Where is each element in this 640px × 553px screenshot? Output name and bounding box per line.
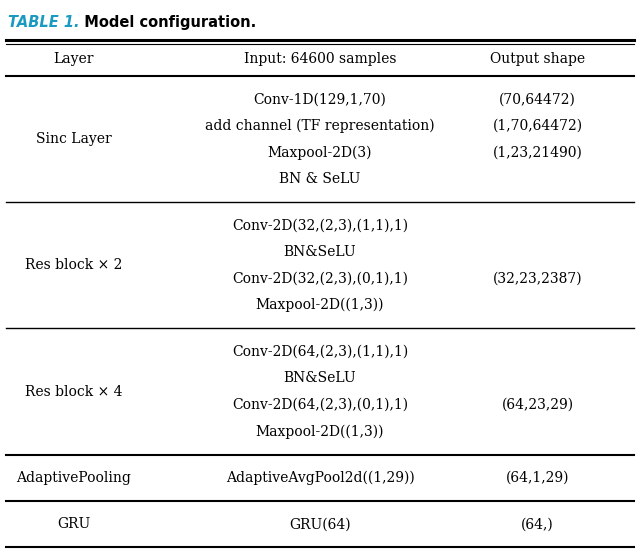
- Text: BN&SeLU: BN&SeLU: [284, 245, 356, 259]
- Text: Res block × 2: Res block × 2: [25, 258, 122, 273]
- Text: Conv-2D(32,(2,3),(1,1),1): Conv-2D(32,(2,3),(1,1),1): [232, 218, 408, 233]
- Text: TABLE 1.: TABLE 1.: [8, 15, 79, 30]
- Text: Maxpool-2D((1,3)): Maxpool-2D((1,3)): [256, 298, 384, 312]
- Text: BN&SeLU: BN&SeLU: [284, 371, 356, 385]
- Text: (64,): (64,): [521, 517, 554, 531]
- Text: Output shape: Output shape: [490, 51, 585, 66]
- Text: BN & SeLU: BN & SeLU: [279, 172, 361, 186]
- Text: AdaptivePooling: AdaptivePooling: [16, 471, 131, 485]
- Text: (1,23,21490): (1,23,21490): [493, 145, 582, 160]
- Text: Conv-2D(64,(2,3),(0,1),1): Conv-2D(64,(2,3),(0,1),1): [232, 398, 408, 412]
- Text: GRU(64): GRU(64): [289, 517, 351, 531]
- Text: AdaptiveAvgPool2d((1,29)): AdaptiveAvgPool2d((1,29)): [226, 471, 414, 485]
- Text: Sinc Layer: Sinc Layer: [36, 132, 111, 147]
- Text: GRU: GRU: [57, 517, 90, 531]
- Text: (70,64472): (70,64472): [499, 92, 576, 107]
- Text: Input: 64600 samples: Input: 64600 samples: [244, 51, 396, 66]
- Text: add channel (TF representation): add channel (TF representation): [205, 119, 435, 133]
- Text: (64,1,29): (64,1,29): [506, 471, 570, 485]
- Text: Maxpool-2D((1,3)): Maxpool-2D((1,3)): [256, 424, 384, 439]
- Text: (64,23,29): (64,23,29): [502, 398, 573, 412]
- Text: Conv-1D(129,1,70): Conv-1D(129,1,70): [253, 92, 387, 107]
- Text: Model configuration.: Model configuration.: [74, 15, 256, 30]
- Text: Maxpool-2D(3): Maxpool-2D(3): [268, 145, 372, 160]
- Text: (1,70,64472): (1,70,64472): [493, 119, 582, 133]
- Text: Layer: Layer: [53, 51, 94, 66]
- Text: Conv-2D(64,(2,3),(1,1),1): Conv-2D(64,(2,3),(1,1),1): [232, 345, 408, 359]
- Text: Conv-2D(32,(2,3),(0,1),1): Conv-2D(32,(2,3),(0,1),1): [232, 272, 408, 286]
- Text: Res block × 4: Res block × 4: [25, 384, 122, 399]
- Text: (32,23,2387): (32,23,2387): [493, 272, 582, 286]
